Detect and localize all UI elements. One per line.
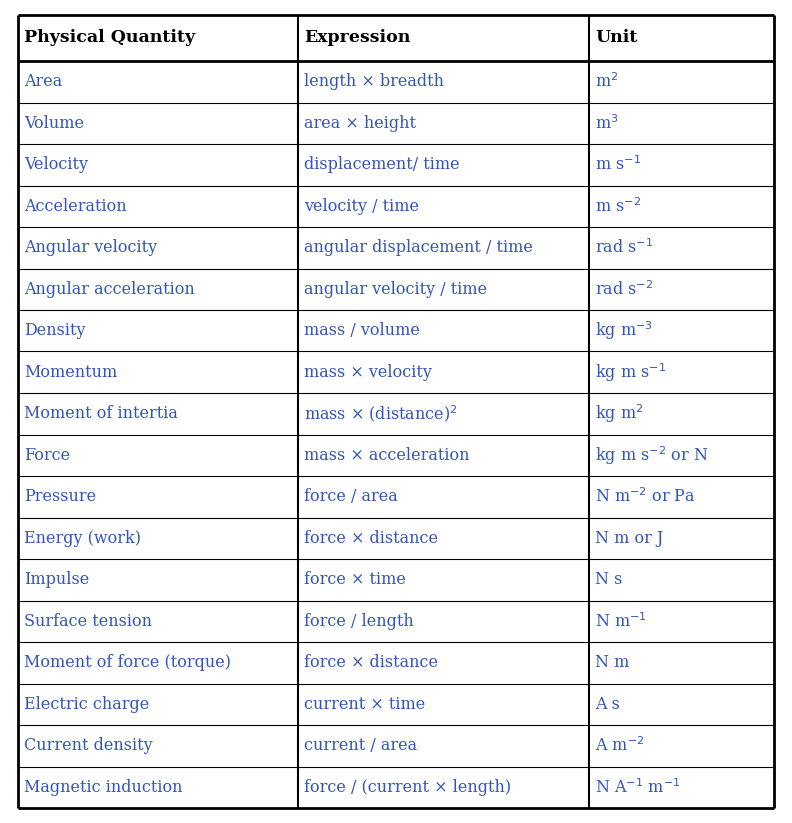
Text: A m$^{-2}$: A m$^{-2}$ xyxy=(595,737,645,755)
Text: mass × (distance)$^{2}$: mass × (distance)$^{2}$ xyxy=(304,403,458,424)
Text: kg m s$^{-2}$ or N: kg m s$^{-2}$ or N xyxy=(595,444,709,467)
Text: m s$^{-2}$: m s$^{-2}$ xyxy=(595,197,641,216)
Text: A s: A s xyxy=(595,695,620,713)
Text: Force: Force xyxy=(25,447,70,463)
Text: rad s$^{-2}$: rad s$^{-2}$ xyxy=(595,280,653,299)
Text: force × distance: force × distance xyxy=(304,530,438,546)
Text: Angular velocity: Angular velocity xyxy=(25,239,158,256)
Text: N A$^{-1}$ m$^{-1}$: N A$^{-1}$ m$^{-1}$ xyxy=(595,778,680,797)
Text: Momentum: Momentum xyxy=(25,364,117,381)
Text: kg m s$^{-1}$: kg m s$^{-1}$ xyxy=(595,361,666,384)
Text: displacement/ time: displacement/ time xyxy=(304,156,459,174)
Text: force / (current × length): force / (current × length) xyxy=(304,779,511,796)
Text: Surface tension: Surface tension xyxy=(25,613,152,630)
Text: rad s$^{-1}$: rad s$^{-1}$ xyxy=(595,239,653,257)
Text: current × time: current × time xyxy=(304,695,425,713)
Text: Velocity: Velocity xyxy=(25,156,89,174)
Text: mass × acceleration: mass × acceleration xyxy=(304,447,470,463)
Text: velocity / time: velocity / time xyxy=(304,198,419,215)
Text: Volume: Volume xyxy=(25,114,84,132)
Text: Impulse: Impulse xyxy=(25,571,89,588)
Text: Electric charge: Electric charge xyxy=(25,695,150,713)
Text: Moment of intertia: Moment of intertia xyxy=(25,405,178,422)
Text: Moment of force (torque): Moment of force (torque) xyxy=(25,654,231,672)
Text: m s$^{-1}$: m s$^{-1}$ xyxy=(595,156,641,174)
Text: N m: N m xyxy=(595,654,630,672)
Text: force / area: force / area xyxy=(304,488,398,505)
Text: Energy (work): Energy (work) xyxy=(25,530,141,546)
Text: m$^{3}$: m$^{3}$ xyxy=(595,114,619,133)
Text: force / length: force / length xyxy=(304,613,413,630)
Text: Expression: Expression xyxy=(304,30,410,47)
Text: Magnetic induction: Magnetic induction xyxy=(25,779,183,796)
Text: force × time: force × time xyxy=(304,571,406,588)
Text: Density: Density xyxy=(25,323,86,339)
Text: area × height: area × height xyxy=(304,114,416,132)
Text: N m$^{-2}$ or Pa: N m$^{-2}$ or Pa xyxy=(595,487,695,506)
Text: current / area: current / area xyxy=(304,737,417,754)
Text: Area: Area xyxy=(25,73,63,91)
Text: mass / volume: mass / volume xyxy=(304,323,420,339)
Text: angular displacement / time: angular displacement / time xyxy=(304,239,533,256)
Text: force × distance: force × distance xyxy=(304,654,438,672)
Text: N m or J: N m or J xyxy=(595,530,664,546)
Text: Current density: Current density xyxy=(25,737,153,754)
Text: kg m$^{2}$: kg m$^{2}$ xyxy=(595,402,643,425)
Text: length × breadth: length × breadth xyxy=(304,73,444,91)
Text: kg m$^{-3}$: kg m$^{-3}$ xyxy=(595,319,653,342)
Text: N m$^{-1}$: N m$^{-1}$ xyxy=(595,611,647,630)
Text: Physical Quantity: Physical Quantity xyxy=(25,30,196,47)
Text: Acceleration: Acceleration xyxy=(25,198,127,215)
Text: Unit: Unit xyxy=(595,30,638,47)
Text: Angular acceleration: Angular acceleration xyxy=(25,281,195,298)
Text: m$^{2}$: m$^{2}$ xyxy=(595,72,619,91)
Text: mass × velocity: mass × velocity xyxy=(304,364,432,381)
Text: Pressure: Pressure xyxy=(25,488,97,505)
Text: angular velocity / time: angular velocity / time xyxy=(304,281,487,298)
Text: N s: N s xyxy=(595,571,623,588)
